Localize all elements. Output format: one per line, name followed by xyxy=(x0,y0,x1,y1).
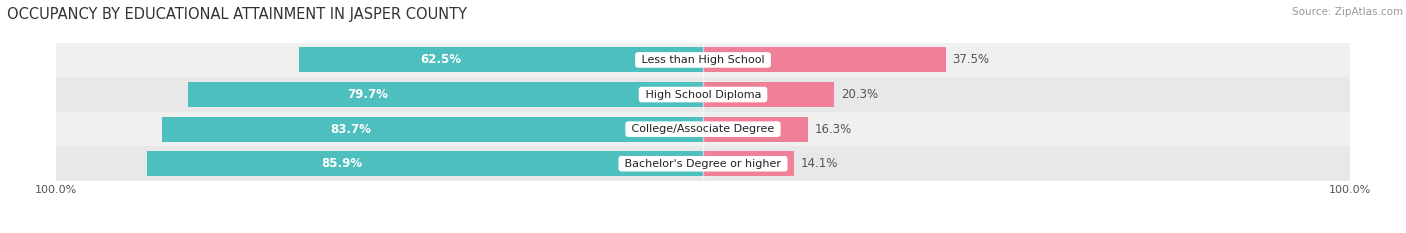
Text: 16.3%: 16.3% xyxy=(815,123,852,136)
Text: 37.5%: 37.5% xyxy=(952,53,990,66)
Bar xyxy=(703,48,945,72)
Text: Bachelor's Degree or higher: Bachelor's Degree or higher xyxy=(621,159,785,169)
Bar xyxy=(148,151,703,176)
Text: 20.3%: 20.3% xyxy=(841,88,877,101)
Text: Source: ZipAtlas.com: Source: ZipAtlas.com xyxy=(1292,7,1403,17)
Text: OCCUPANCY BY EDUCATIONAL ATTAINMENT IN JASPER COUNTY: OCCUPANCY BY EDUCATIONAL ATTAINMENT IN J… xyxy=(7,7,467,22)
Bar xyxy=(298,48,703,72)
Bar xyxy=(187,82,703,107)
Text: High School Diploma: High School Diploma xyxy=(641,89,765,99)
Bar xyxy=(703,117,808,142)
Text: 85.9%: 85.9% xyxy=(322,157,363,170)
Text: College/Associate Degree: College/Associate Degree xyxy=(628,124,778,134)
Bar xyxy=(703,82,834,107)
Bar xyxy=(162,117,703,142)
Bar xyxy=(703,151,794,176)
Text: 62.5%: 62.5% xyxy=(420,53,461,66)
Bar xyxy=(56,77,1350,112)
Text: Less than High School: Less than High School xyxy=(638,55,768,65)
Text: 14.1%: 14.1% xyxy=(800,157,838,170)
Bar xyxy=(56,43,1350,77)
Text: 79.7%: 79.7% xyxy=(347,88,388,101)
Bar xyxy=(56,147,1350,181)
Bar xyxy=(56,112,1350,147)
Text: 83.7%: 83.7% xyxy=(330,123,371,136)
